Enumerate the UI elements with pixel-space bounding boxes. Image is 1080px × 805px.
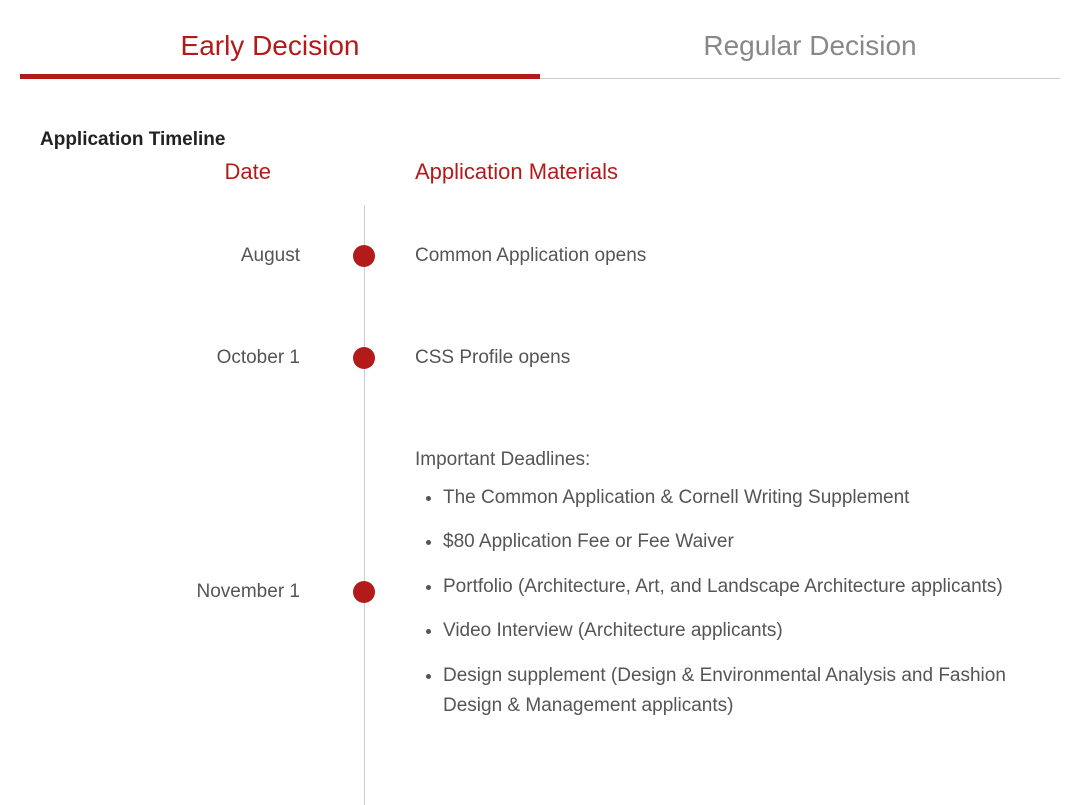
- timeline-row: November 1 Important Deadlines: The Comm…: [0, 409, 1080, 775]
- timeline: August Common Application opens October …: [0, 205, 1080, 775]
- timeline-date: October 1: [0, 347, 345, 369]
- tab-underline: [20, 78, 1060, 79]
- tab-underline-inactive: [540, 78, 1060, 79]
- timeline-material: CSS Profile opens: [345, 347, 570, 369]
- list-item: Video Interview (Architecture applicants…: [443, 616, 1025, 646]
- column-header-materials: Application Materials: [345, 159, 618, 185]
- timeline-lead: Important Deadlines:: [415, 449, 1025, 471]
- list-item: Design supplement (Design & Environmenta…: [443, 661, 1025, 722]
- timeline-date: August: [0, 245, 345, 267]
- list-item: Portfolio (Architecture, Art, and Landsc…: [443, 572, 1025, 602]
- timeline-dot-icon: [353, 581, 375, 603]
- timeline-headers: Date Application Materials: [0, 159, 1080, 185]
- tab-regular-decision[interactable]: Regular Decision: [540, 30, 1080, 78]
- timeline-date: November 1: [0, 581, 345, 603]
- column-header-date: Date: [0, 159, 345, 185]
- timeline-row: October 1 CSS Profile opens: [0, 307, 1080, 409]
- list-item: The Common Application & Cornell Writing…: [443, 483, 1025, 513]
- timeline-material: Important Deadlines: The Common Applicat…: [345, 449, 1025, 735]
- tab-early-decision[interactable]: Early Decision: [0, 30, 540, 78]
- timeline-row: August Common Application opens: [0, 205, 1080, 307]
- section-title: Application Timeline: [40, 129, 1080, 151]
- timeline-dot-icon: [353, 347, 375, 369]
- tabs-container: Early Decision Regular Decision: [0, 30, 1080, 78]
- timeline-dot-icon: [353, 245, 375, 267]
- timeline-item-list: The Common Application & Cornell Writing…: [415, 483, 1025, 721]
- timeline-material: Common Application opens: [345, 245, 646, 267]
- list-item: $80 Application Fee or Fee Waiver: [443, 527, 1025, 557]
